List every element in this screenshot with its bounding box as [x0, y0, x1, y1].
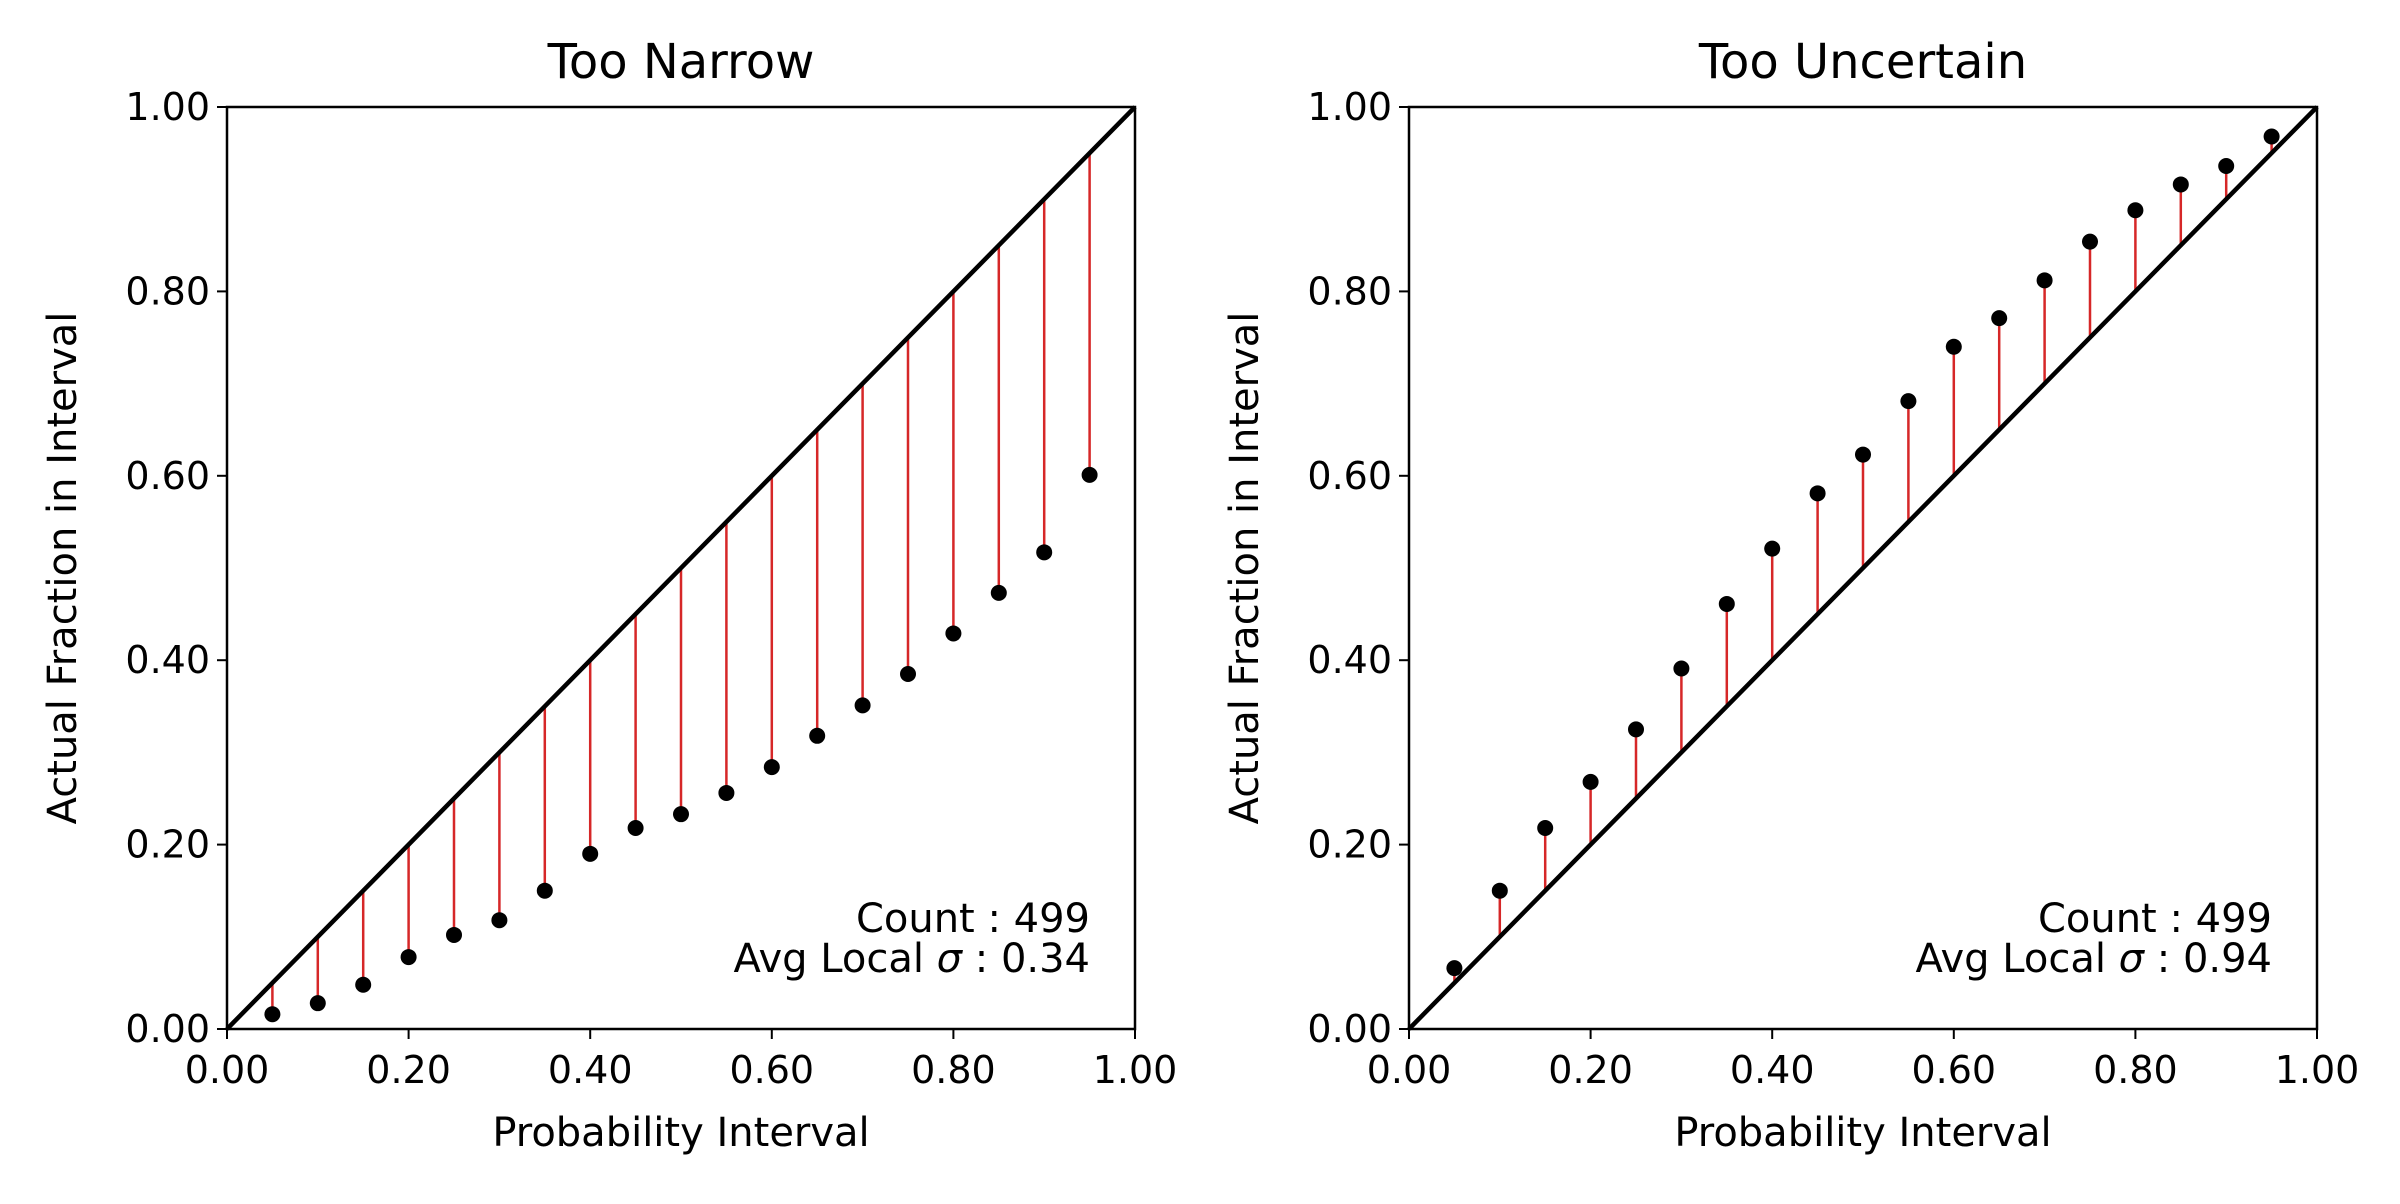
y-tick-label: 0.40	[1307, 638, 1392, 682]
panel-title: Too Narrow	[547, 34, 815, 90]
sigma-value: : 0.94	[2144, 936, 2272, 982]
plot-frame	[225, 105, 1137, 1031]
x-tick-label: 0.80	[911, 1048, 996, 1092]
plot-marks	[1407, 105, 2319, 1031]
count-annotation: Count : 499	[856, 896, 1090, 942]
data-point	[1945, 338, 1962, 355]
x-tick-label: 0.60	[1911, 1048, 1996, 1092]
y-tick-label: 0.20	[1307, 823, 1392, 867]
data-point	[1582, 773, 1599, 790]
plot-frame	[1407, 105, 2319, 1031]
data-point	[763, 759, 780, 776]
x-tick-label: 1.00	[1093, 1048, 1178, 1092]
x-axis-label: Probability Interval	[1674, 1110, 2051, 1156]
data-point	[1628, 721, 1644, 738]
y-axis-label: Actual Fraction in Interval	[1222, 312, 1268, 825]
data-point	[2218, 158, 2235, 175]
data-point	[900, 666, 916, 683]
data-point	[309, 995, 326, 1012]
plot-marks	[225, 105, 1137, 1031]
data-point	[2172, 176, 2189, 193]
sigma-annotation: Avg Local σ : 0.94	[1915, 936, 2272, 982]
data-point	[582, 845, 599, 862]
y-tick-label: 0.80	[125, 269, 210, 313]
panel-too-narrow: Too Narrow 0.00 0.20 0.40 0.60 0.80 1.00 0.00…	[40, 34, 1177, 1156]
data-point	[400, 949, 417, 966]
data-point	[1855, 446, 1871, 463]
panel-too-uncertain: Too Uncertain 0.00 0.20 0.40 0.60 0.80 1.00 0…	[1222, 34, 2359, 1156]
data-point	[1446, 960, 1463, 977]
y-tick-label: 1.00	[1307, 85, 1392, 129]
y-tick-label: 0.00	[1307, 1007, 1392, 1051]
data-point	[2263, 128, 2280, 145]
y-tick-label: 0.20	[125, 823, 210, 867]
sigma-annotation: Avg Local σ : 0.34	[733, 936, 1090, 982]
x-tick-label: 0.40	[548, 1048, 633, 1092]
y-tick-label: 0.80	[1307, 269, 1392, 313]
data-point	[627, 820, 644, 837]
y-tick-label: 0.60	[125, 454, 210, 498]
diagonal-reference-line	[225, 105, 1137, 1031]
x-tick-label: 1.00	[2275, 1048, 2360, 1092]
y-axis-ticks: 0.00 0.20 0.40 0.60 0.80 1.00	[125, 85, 227, 1051]
data-point	[264, 1006, 281, 1023]
y-tick-label: 0.40	[125, 638, 210, 682]
sigma-symbol: σ	[2119, 936, 2146, 982]
data-point	[854, 697, 871, 714]
data-point	[1764, 540, 1781, 557]
sigma-prefix: Avg Local	[733, 936, 936, 982]
data-point	[2082, 233, 2098, 250]
y-tick-label: 0.00	[125, 1007, 210, 1051]
data-point	[718, 784, 735, 801]
count-annotation: Count : 499	[2038, 896, 2272, 942]
data-point	[945, 625, 962, 642]
data-point	[2036, 272, 2053, 289]
x-axis-label: Probability Interval	[492, 1110, 869, 1156]
data-point	[1991, 310, 2008, 327]
data-point	[1718, 595, 1735, 612]
diagonal-reference-line	[1407, 105, 2319, 1031]
data-point	[809, 727, 826, 744]
data-point	[1036, 544, 1053, 561]
x-tick-label: 0.00	[185, 1048, 270, 1092]
data-point	[1673, 660, 1690, 677]
x-tick-label: 0.20	[366, 1048, 451, 1092]
y-tick-label: 0.60	[1307, 454, 1392, 498]
panel-title: Too Uncertain	[1698, 34, 2027, 90]
x-tick-label: 0.40	[1730, 1048, 1815, 1092]
data-point	[1491, 882, 1508, 899]
sigma-prefix: Avg Local	[1915, 936, 2118, 982]
x-tick-label: 0.00	[1367, 1048, 1452, 1092]
x-tick-label: 0.80	[2093, 1048, 2178, 1092]
data-point	[1537, 820, 1554, 837]
y-tick-label: 1.00	[125, 85, 210, 129]
x-axis-ticks: 0.00 0.20 0.40 0.60 0.80 1.00	[1367, 1029, 2360, 1092]
data-point	[1809, 485, 1826, 502]
data-point	[990, 584, 1007, 601]
y-axis-ticks: 0.00 0.20 0.40 0.60 0.80 1.00	[1307, 85, 1409, 1051]
sigma-value: : 0.34	[962, 936, 1090, 982]
data-point	[355, 976, 372, 993]
x-tick-label: 0.20	[1548, 1048, 1633, 1092]
data-point	[446, 926, 462, 943]
data-point	[536, 882, 553, 899]
data-point	[491, 912, 508, 929]
sigma-symbol: σ	[937, 936, 964, 982]
y-axis-label: Actual Fraction in Interval	[40, 312, 86, 825]
data-point	[673, 806, 689, 823]
x-axis-ticks: 0.00 0.20 0.40 0.60 0.80 1.00	[185, 1029, 1178, 1092]
data-point	[1081, 466, 1098, 483]
x-tick-label: 0.60	[729, 1048, 814, 1092]
data-point	[1900, 393, 1917, 410]
data-point	[2127, 202, 2144, 219]
